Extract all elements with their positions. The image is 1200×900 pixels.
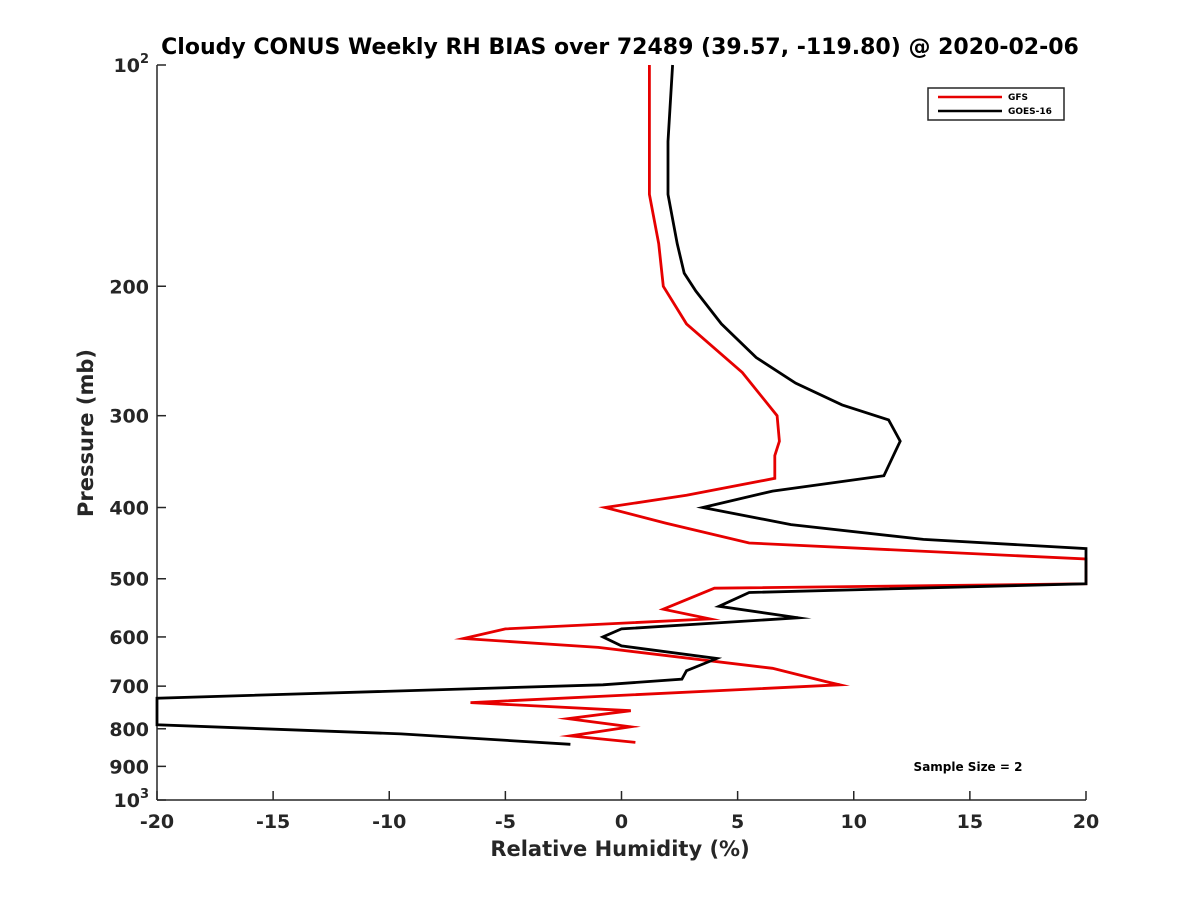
series-line-gfs xyxy=(453,65,1088,744)
y-tick-label: 102 xyxy=(114,52,150,77)
y-tick-label: 700 xyxy=(109,676,149,698)
plot-axes: -20 -15 -10 -5 0 5 10 15 20 102 200 300 400 500 600 700… xyxy=(109,52,1099,833)
y-tick-label: 103 xyxy=(114,787,150,812)
x-tick-label: -20 xyxy=(140,811,174,833)
x-tick-label: -5 xyxy=(495,811,516,833)
legend-label-goes16: GOES-16 xyxy=(1008,107,1052,117)
x-tick-label: 15 xyxy=(957,811,983,833)
y-tick-label: 900 xyxy=(109,756,149,778)
x-tick-label: 0 xyxy=(615,811,628,833)
y-tick-label: 800 xyxy=(109,719,149,741)
x-tick-label: 10 xyxy=(841,811,867,833)
y-tick-label: 300 xyxy=(109,406,149,428)
y-tick-label: 400 xyxy=(109,498,149,520)
x-tick-label: -10 xyxy=(372,811,406,833)
legend-label-gfs: GFS xyxy=(1008,93,1028,103)
y-tick-label: 200 xyxy=(109,276,149,298)
legend-box xyxy=(927,87,1065,121)
sample-size-annotation: Sample Size = 2 xyxy=(914,760,1023,774)
x-axis-label: Relative Humidity (%) xyxy=(490,837,749,861)
series-line-goes16 xyxy=(155,64,1088,746)
y-tick-label: 600 xyxy=(109,627,149,649)
chart-title: Cloudy CONUS Weekly RH BIAS over 72489 (… xyxy=(161,35,1079,60)
y-axis-label: Pressure (mb) xyxy=(74,349,98,517)
x-tick-label: 5 xyxy=(731,811,744,833)
x-tick-label: 20 xyxy=(1073,811,1099,833)
legend: GFS GOES-16 xyxy=(927,87,1065,121)
y-tick-label: 500 xyxy=(109,569,149,591)
series-layer xyxy=(155,64,1088,746)
x-tick-label: -15 xyxy=(256,811,290,833)
